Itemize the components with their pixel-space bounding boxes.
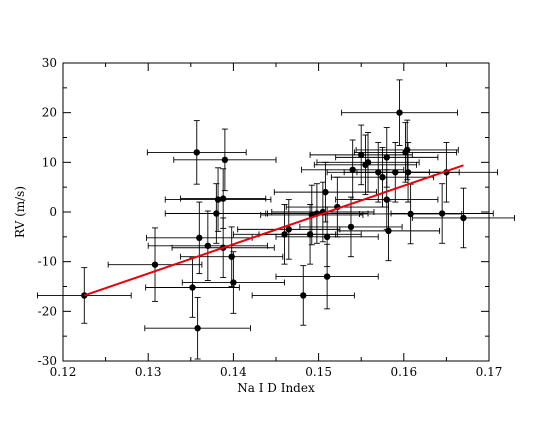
y-tick-label: 30	[42, 56, 57, 70]
data-point	[306, 231, 314, 238]
data-point	[196, 234, 203, 242]
data-point	[383, 154, 390, 161]
data-point	[358, 151, 365, 159]
data-point	[285, 226, 292, 233]
data-point	[375, 169, 382, 176]
data-point	[230, 279, 237, 286]
data-point	[438, 210, 446, 217]
x-axis-ticks: 0.12 0.13 0.14 0.15 0.16 0.17	[50, 63, 503, 379]
y-tick-label: -30	[38, 354, 57, 368]
y-tick-label: -10	[38, 255, 57, 269]
data-point	[349, 166, 356, 173]
data-point	[323, 233, 331, 241]
y-tick-label: -20	[38, 304, 57, 318]
data-point	[219, 195, 227, 202]
y-axis-label: RV (m/s)	[13, 186, 27, 238]
data-points	[81, 109, 467, 332]
data-point	[300, 292, 307, 299]
x-tick-label: 0.15	[305, 365, 332, 379]
data-point	[347, 223, 355, 231]
data-point	[383, 196, 390, 203]
y-tick-label: 10	[42, 155, 57, 169]
data-point	[204, 242, 212, 249]
data-point	[460, 214, 467, 222]
data-point	[404, 146, 411, 154]
y-tick-label: 0	[49, 205, 57, 219]
y-axis-ticks: -30 -20 -10 0 10 20 30	[38, 56, 489, 368]
data-point	[221, 156, 229, 164]
data-point	[214, 196, 222, 203]
data-point	[213, 210, 220, 217]
y-tick-label: 20	[42, 106, 57, 120]
data-point	[385, 227, 392, 235]
data-point	[404, 169, 412, 176]
error-bars	[36, 79, 516, 360]
data-point	[364, 159, 372, 166]
x-tick-label: 0.13	[135, 365, 162, 379]
data-point	[281, 231, 288, 238]
x-tick-label: 0.14	[220, 365, 247, 379]
x-axis-label: Na I D Index	[237, 381, 315, 395]
data-point	[392, 169, 399, 176]
data-point	[193, 149, 200, 156]
data-point	[323, 273, 331, 280]
x-tick-label: 0.12	[50, 365, 77, 379]
data-point	[407, 210, 414, 218]
fit-line	[83, 164, 464, 297]
data-point	[151, 261, 159, 268]
data-point	[322, 188, 329, 196]
data-point	[189, 284, 196, 291]
data-point	[194, 325, 201, 332]
data-point	[379, 174, 386, 181]
x-tick-label: 0.16	[390, 365, 417, 379]
x-tick-label: 0.17	[476, 365, 503, 379]
data-point	[396, 109, 403, 116]
data-point	[228, 253, 235, 260]
